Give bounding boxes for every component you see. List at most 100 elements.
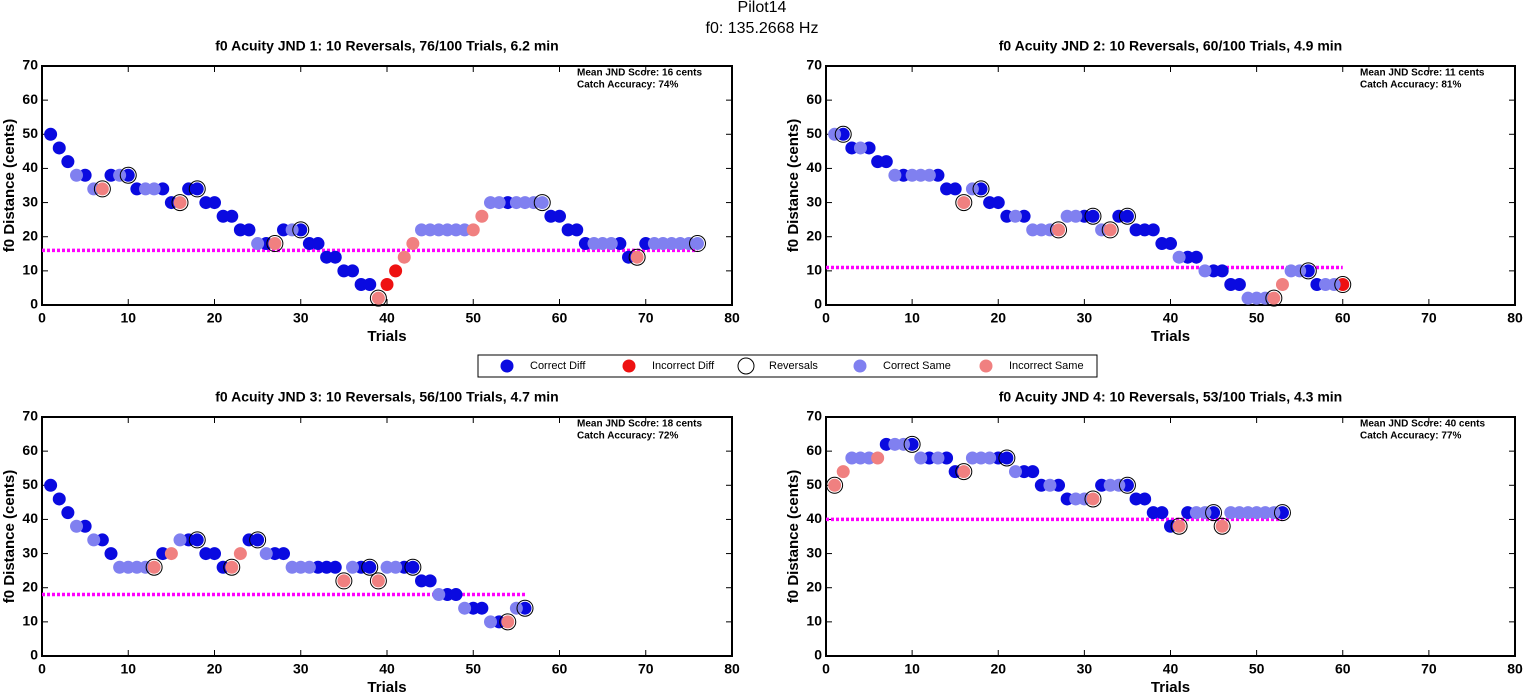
point bbox=[1052, 223, 1066, 237]
x-axis-label: Trials bbox=[367, 679, 406, 694]
point bbox=[1215, 519, 1229, 533]
annotation: Catch Accuracy: 72% bbox=[577, 431, 678, 442]
point bbox=[389, 560, 403, 574]
point bbox=[836, 465, 850, 479]
reversal-marker bbox=[1213, 517, 1231, 535]
y-tick-label: 30 bbox=[806, 193, 822, 209]
point bbox=[897, 437, 911, 451]
point bbox=[52, 492, 66, 506]
point bbox=[328, 560, 342, 574]
figure-subtitle: f0: 135.2668 Hz bbox=[706, 20, 819, 37]
point bbox=[1155, 506, 1169, 520]
annotation: Mean JND Score: 40 cents bbox=[1360, 419, 1485, 430]
y-tick-label: 70 bbox=[806, 57, 822, 73]
x-tick-label: 0 bbox=[38, 661, 46, 677]
legend-label: Incorrect Same bbox=[1009, 360, 1084, 372]
point bbox=[311, 237, 325, 251]
point bbox=[449, 588, 463, 602]
point bbox=[1069, 209, 1083, 223]
x-tick-label: 30 bbox=[1077, 661, 1093, 677]
reversal-marker bbox=[1050, 221, 1068, 239]
point bbox=[957, 465, 971, 479]
reversal-marker bbox=[93, 180, 111, 198]
point bbox=[475, 209, 489, 223]
x-axis-label: Trials bbox=[1151, 328, 1190, 345]
reversal-marker bbox=[1101, 221, 1119, 239]
point bbox=[957, 196, 971, 210]
reversal-marker bbox=[516, 599, 534, 617]
annotation: Mean JND Score: 18 cents bbox=[577, 419, 702, 430]
reversal-marker bbox=[826, 476, 844, 494]
x-tick-label: 70 bbox=[1421, 661, 1437, 677]
y-tick-label: 20 bbox=[806, 578, 822, 594]
reversal-marker bbox=[972, 180, 990, 198]
y-tick-label: 60 bbox=[22, 91, 38, 107]
y-tick-label: 30 bbox=[22, 193, 38, 209]
y-tick-label: 10 bbox=[806, 262, 822, 278]
y-tick-label: 70 bbox=[22, 408, 38, 424]
point bbox=[871, 451, 885, 465]
point bbox=[965, 182, 979, 196]
reversal-marker bbox=[1118, 207, 1136, 225]
point bbox=[251, 237, 265, 251]
point bbox=[1189, 250, 1203, 264]
plot-area bbox=[825, 65, 1516, 306]
y-axis-label: f0 Distance (cents) bbox=[785, 119, 802, 252]
y-axis-label: f0 Distance (cents) bbox=[1, 470, 18, 603]
x-tick-label: 10 bbox=[904, 661, 920, 677]
reversal-marker bbox=[188, 531, 206, 549]
point bbox=[1008, 209, 1022, 223]
x-tick-label: 50 bbox=[1249, 661, 1265, 677]
x-tick-label: 80 bbox=[1507, 661, 1523, 677]
x-tick-label: 40 bbox=[1163, 310, 1179, 326]
point bbox=[259, 547, 273, 561]
chart-title: f0 Acuity JND 4: 10 Reversals, 53/100 Tr… bbox=[999, 389, 1342, 405]
point bbox=[1267, 506, 1281, 520]
point bbox=[948, 182, 962, 196]
legend-marker bbox=[853, 359, 867, 373]
point bbox=[475, 601, 489, 615]
y-tick-label: 10 bbox=[22, 262, 38, 278]
point bbox=[888, 168, 902, 182]
point bbox=[397, 250, 411, 264]
point bbox=[828, 478, 842, 492]
point bbox=[1043, 478, 1057, 492]
point bbox=[1103, 223, 1117, 237]
y-tick-label: 0 bbox=[30, 296, 38, 312]
point bbox=[828, 127, 842, 141]
point bbox=[173, 533, 187, 547]
y-tick-label: 20 bbox=[22, 578, 38, 594]
annotation: Mean JND Score: 11 cents bbox=[1360, 68, 1485, 79]
point bbox=[1146, 223, 1160, 237]
point bbox=[371, 574, 385, 588]
point bbox=[1164, 237, 1177, 251]
reversal-marker bbox=[335, 572, 353, 590]
y-tick-label: 30 bbox=[806, 544, 822, 560]
y-tick-label: 40 bbox=[22, 510, 38, 526]
point bbox=[406, 560, 420, 574]
point bbox=[225, 560, 239, 574]
point bbox=[1086, 492, 1100, 506]
x-tick-label: 0 bbox=[822, 310, 830, 326]
point bbox=[1267, 291, 1281, 305]
reversal-marker bbox=[119, 166, 137, 184]
point bbox=[535, 196, 549, 210]
reversal-marker bbox=[171, 194, 189, 212]
x-tick-label: 20 bbox=[990, 310, 1006, 326]
point bbox=[1120, 209, 1134, 223]
point bbox=[70, 168, 83, 182]
legend-marker bbox=[500, 359, 514, 373]
x-tick-label: 10 bbox=[904, 310, 920, 326]
y-tick-label: 40 bbox=[806, 159, 822, 175]
point bbox=[70, 519, 83, 533]
x-tick-label: 40 bbox=[379, 661, 395, 677]
legend-marker bbox=[622, 359, 636, 373]
y-tick-label: 0 bbox=[814, 647, 822, 663]
point bbox=[466, 223, 480, 237]
reversal-marker bbox=[903, 435, 921, 453]
annotation: Mean JND Score: 16 cents bbox=[577, 68, 702, 79]
point bbox=[328, 250, 342, 264]
x-tick-label: 60 bbox=[552, 310, 568, 326]
point bbox=[1026, 465, 1040, 479]
point bbox=[1293, 264, 1307, 278]
